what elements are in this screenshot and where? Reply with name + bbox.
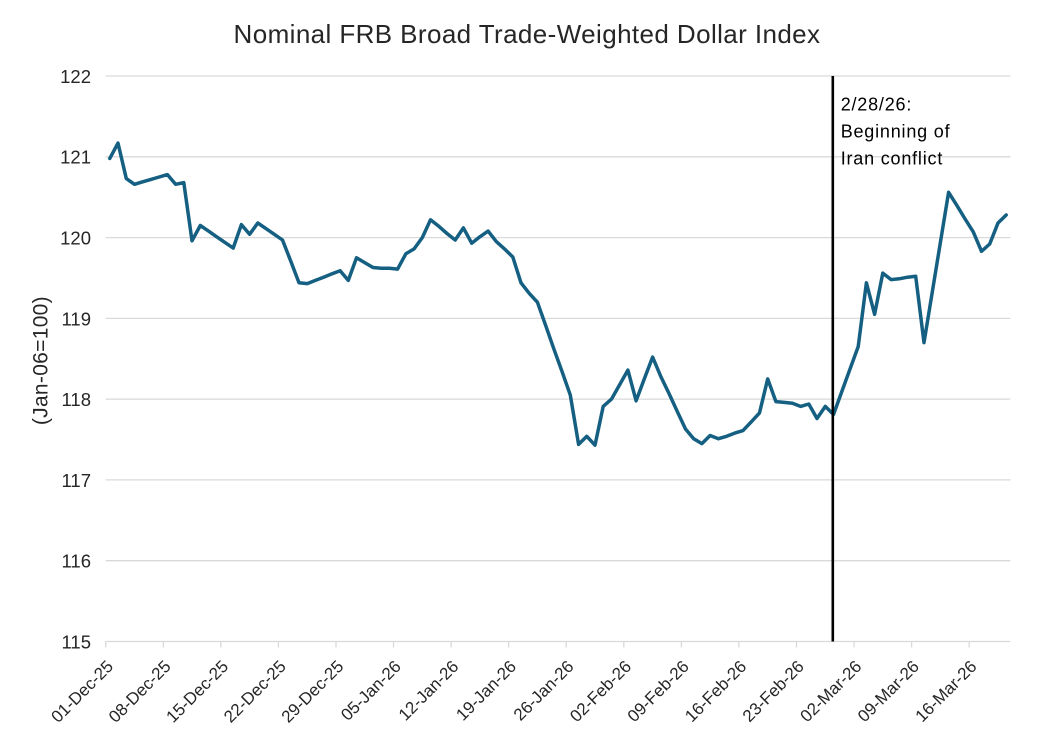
svg-text:116: 116 [62, 551, 92, 572]
svg-text:117: 117 [62, 470, 92, 491]
svg-text:121: 121 [60, 147, 91, 168]
svg-text:2/28/26:: 2/28/26: [841, 95, 912, 115]
svg-text:120: 120 [60, 228, 91, 249]
svg-text:119: 119 [62, 308, 92, 329]
svg-text:Iran conflict: Iran conflict [841, 149, 943, 169]
svg-text:118: 118 [62, 389, 92, 410]
svg-text:115: 115 [62, 631, 92, 652]
svg-text:Nominal FRB Broad Trade-Weight: Nominal FRB Broad Trade-Weighted Dollar … [234, 19, 821, 49]
svg-text:122: 122 [60, 66, 91, 87]
svg-text:Beginning of: Beginning of [841, 122, 951, 142]
svg-text:(Jan-06=100): (Jan-06=100) [29, 296, 52, 425]
